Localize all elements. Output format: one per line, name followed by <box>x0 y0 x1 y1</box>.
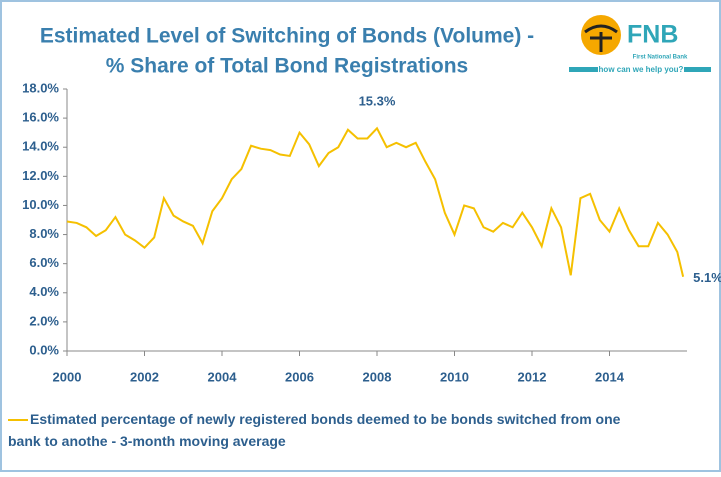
y-tick-label: 12.0% <box>22 168 59 183</box>
y-tick-label: 10.0% <box>22 197 59 212</box>
annotation: 5.1% <box>693 270 721 285</box>
y-tick-label: 18.0% <box>22 80 59 95</box>
y-tick-label: 14.0% <box>22 139 59 154</box>
logo-brand: FNB <box>627 21 678 49</box>
x-tick-label: 2002 <box>130 369 159 384</box>
y-tick-label: 2.0% <box>29 313 59 328</box>
x-tick-label: 2008 <box>363 369 392 384</box>
y-tick-label: 0.0% <box>29 342 59 357</box>
logo-bar-gap <box>598 63 684 75</box>
y-tick-label: 6.0% <box>29 255 59 270</box>
x-tick-label: 2012 <box>518 369 547 384</box>
y-tick-label: 8.0% <box>29 226 59 241</box>
x-tick-label: 2004 <box>208 369 238 384</box>
x-tick-label: 2014 <box>595 369 625 384</box>
x-tick-label: 2000 <box>53 369 82 384</box>
y-tick-label: 16.0% <box>22 110 59 125</box>
line-series <box>66 126 685 277</box>
logo-name: First National Bank <box>633 55 688 61</box>
logo-tagline: how can we help you? <box>599 65 684 74</box>
chart-title: % Share of Total Bond Registrations <box>106 55 468 78</box>
logo: FNB First National Bank how can we help … <box>569 15 711 75</box>
y-tick-label: 4.0% <box>29 284 59 299</box>
chart-title: Estimated Level of Switching of Bonds (V… <box>40 25 534 48</box>
x-tick-label: 2010 <box>440 369 469 384</box>
legend-label: Estimated percentage of newly registered… <box>8 411 621 449</box>
x-tick-label: 2006 <box>285 369 314 384</box>
logo-tree <box>584 24 618 52</box>
annotation: 15.3% <box>359 94 396 109</box>
